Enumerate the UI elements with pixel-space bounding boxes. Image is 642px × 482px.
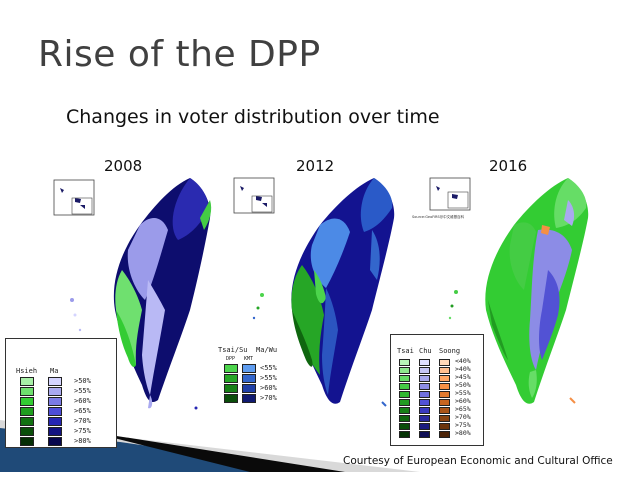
legend-2016-swatch-green-2	[399, 367, 410, 374]
legend-2008-row-4: >65%	[74, 407, 91, 415]
taiwan-map-2012	[233, 177, 395, 407]
year-label-2008: 2008	[104, 157, 143, 175]
legend-2008-swatch-green-1	[20, 377, 34, 386]
credit-text: Courtesy of European Economic and Cultur…	[343, 455, 613, 467]
legend-2016-swatch-blue-3	[419, 375, 430, 382]
legend-2016-row-5: >55%	[455, 389, 471, 397]
legend-2008-swatch-blue-5	[48, 417, 62, 426]
legend-2008-swatch-green-2	[20, 387, 34, 396]
legend-2008-row-2: >55%	[74, 387, 91, 395]
legend-2016-swatch-blue-2	[419, 367, 430, 374]
legend-2008-row-7: >80%	[74, 437, 91, 445]
legend-2016-swatch-green-5	[399, 391, 410, 398]
legend-2016-swatch-blue-8	[419, 415, 430, 422]
legend-2016-col-c: Soong	[439, 347, 461, 355]
legend-2012-swatch-green-3	[224, 384, 238, 393]
legend-2008-swatch-blue-2	[48, 387, 62, 396]
legend-2016-swatch-blue-6	[419, 399, 430, 406]
legend-2016-swatch-orange-6	[439, 399, 450, 406]
legend-2016-swatch-green-1	[399, 359, 410, 366]
legend-2016-swatch-orange-3	[439, 375, 450, 382]
legend-2008-swatch-green-4	[20, 407, 34, 416]
legend-2012-row-1: <55%	[260, 364, 277, 372]
legend-2016-swatch-blue-5	[419, 391, 430, 398]
legend-2016-row-6: >60%	[455, 397, 471, 405]
year-label-2016: 2016	[489, 157, 528, 175]
legend-2012-row-3: >60%	[260, 384, 277, 392]
legend-2016-swatch-orange-8	[439, 415, 450, 422]
legend-2008-swatch-green-3	[20, 397, 34, 406]
legend-2016-swatch-blue-7	[419, 407, 430, 414]
legend-2016-swatch-blue-10	[419, 431, 430, 438]
taiwan-map-2008	[53, 178, 212, 410]
legend-2016-row-8: >70%	[455, 413, 471, 421]
legend-2016-row-1: <40%	[455, 357, 471, 365]
legend-2012-col-a: Tsai/Su	[218, 346, 248, 354]
legend-2012-swatch-green-1	[224, 364, 238, 373]
legend-2016-row-3: >45%	[455, 373, 471, 381]
legend-2016-swatch-green-6	[399, 399, 410, 406]
slide-subtitle: Changes in voter distribution over time	[66, 106, 440, 128]
year-label-2012: 2012	[296, 157, 335, 175]
legend-2012-swatch-blue-2	[242, 374, 256, 383]
legend-2016-col-b: Chu	[419, 347, 432, 355]
legend-2016-col-a: Tsai	[397, 347, 414, 355]
legend-2012-swatch-green-4	[224, 394, 238, 403]
legend-2012-row-2: >55%	[260, 374, 277, 382]
legend-2016-swatch-orange-5	[439, 391, 450, 398]
legend-2016: Tsai Chu Soong <40% >40% >45% >50% >55% …	[390, 334, 484, 446]
legend-2012-row-4: >70%	[260, 394, 277, 402]
legend-2016-swatch-blue-1	[419, 359, 430, 366]
legend-2012-swatch-blue-4	[242, 394, 256, 403]
legend-2016-swatch-orange-10	[439, 431, 450, 438]
legend-2012-sub-b: KMT	[244, 356, 254, 362]
legend-2012-sub-a: DPP	[226, 356, 236, 362]
legend-2016-swatch-orange-4	[439, 383, 450, 390]
legend-2016-row-7: >65%	[455, 405, 471, 413]
legend-2016-swatch-green-4	[399, 383, 410, 390]
legend-2008-swatch-blue-1	[48, 377, 62, 386]
legend-2016-row-4: >50%	[455, 381, 471, 389]
legend-2016-swatch-green-8	[399, 415, 410, 422]
legend-2008-swatch-green-7	[20, 437, 34, 446]
legend-2008-swatch-blue-4	[48, 407, 62, 416]
legend-2012-swatch-blue-1	[242, 364, 256, 373]
legend-2016-swatch-green-10	[399, 431, 410, 438]
legend-2008-swatch-blue-3	[48, 397, 62, 406]
legend-2012-swatch-blue-3	[242, 384, 256, 393]
legend-2008-swatch-blue-7	[48, 437, 62, 446]
legend-2016-swatch-orange-9	[439, 423, 450, 430]
legend-2008-swatch-green-5	[20, 417, 34, 426]
legend-2016-swatch-blue-9	[419, 423, 430, 430]
map-2016-source-note: Source:GeoFiRS@中文維基百科	[412, 215, 465, 219]
legend-2016-swatch-orange-7	[439, 407, 450, 414]
legend-2008-row-6: >75%	[74, 427, 91, 435]
legend-2016-swatch-green-7	[399, 407, 410, 414]
legend-2016-row-10: >80%	[455, 429, 471, 437]
legend-2008-row-1: >50%	[74, 377, 91, 385]
legend-2016-swatch-green-9	[399, 423, 410, 430]
legend-2016-row-9: >75%	[455, 421, 471, 429]
legend-2008-col-a: Hsieh	[16, 367, 38, 375]
legend-2016-swatch-orange-2	[439, 367, 450, 374]
legend-2016-swatch-green-3	[399, 375, 410, 382]
legend-2008-col-b: Ma	[50, 367, 59, 375]
legend-2008: Hsieh Ma >50% >55% >60% >65% >70% >75% >…	[5, 338, 117, 448]
legend-2016-swatch-blue-4	[419, 383, 430, 390]
legend-2016-swatch-orange-1	[439, 359, 450, 366]
legend-2008-swatch-green-6	[20, 427, 34, 436]
legend-2008-swatch-blue-6	[48, 427, 62, 436]
slide-title: Rise of the DPP	[38, 34, 321, 75]
legend-2008-row-3: >60%	[74, 397, 91, 405]
legend-2016-row-2: >40%	[455, 365, 471, 373]
legend-2012: Tsai/Su Ma/Wu DPP KMT <55% >55% >60% >70…	[216, 346, 294, 410]
legend-2012-col-b: Ma/Wu	[256, 346, 278, 354]
legend-2012-swatch-green-2	[224, 374, 238, 383]
taiwan-map-2016	[429, 177, 589, 404]
legend-2008-row-5: >70%	[74, 417, 91, 425]
